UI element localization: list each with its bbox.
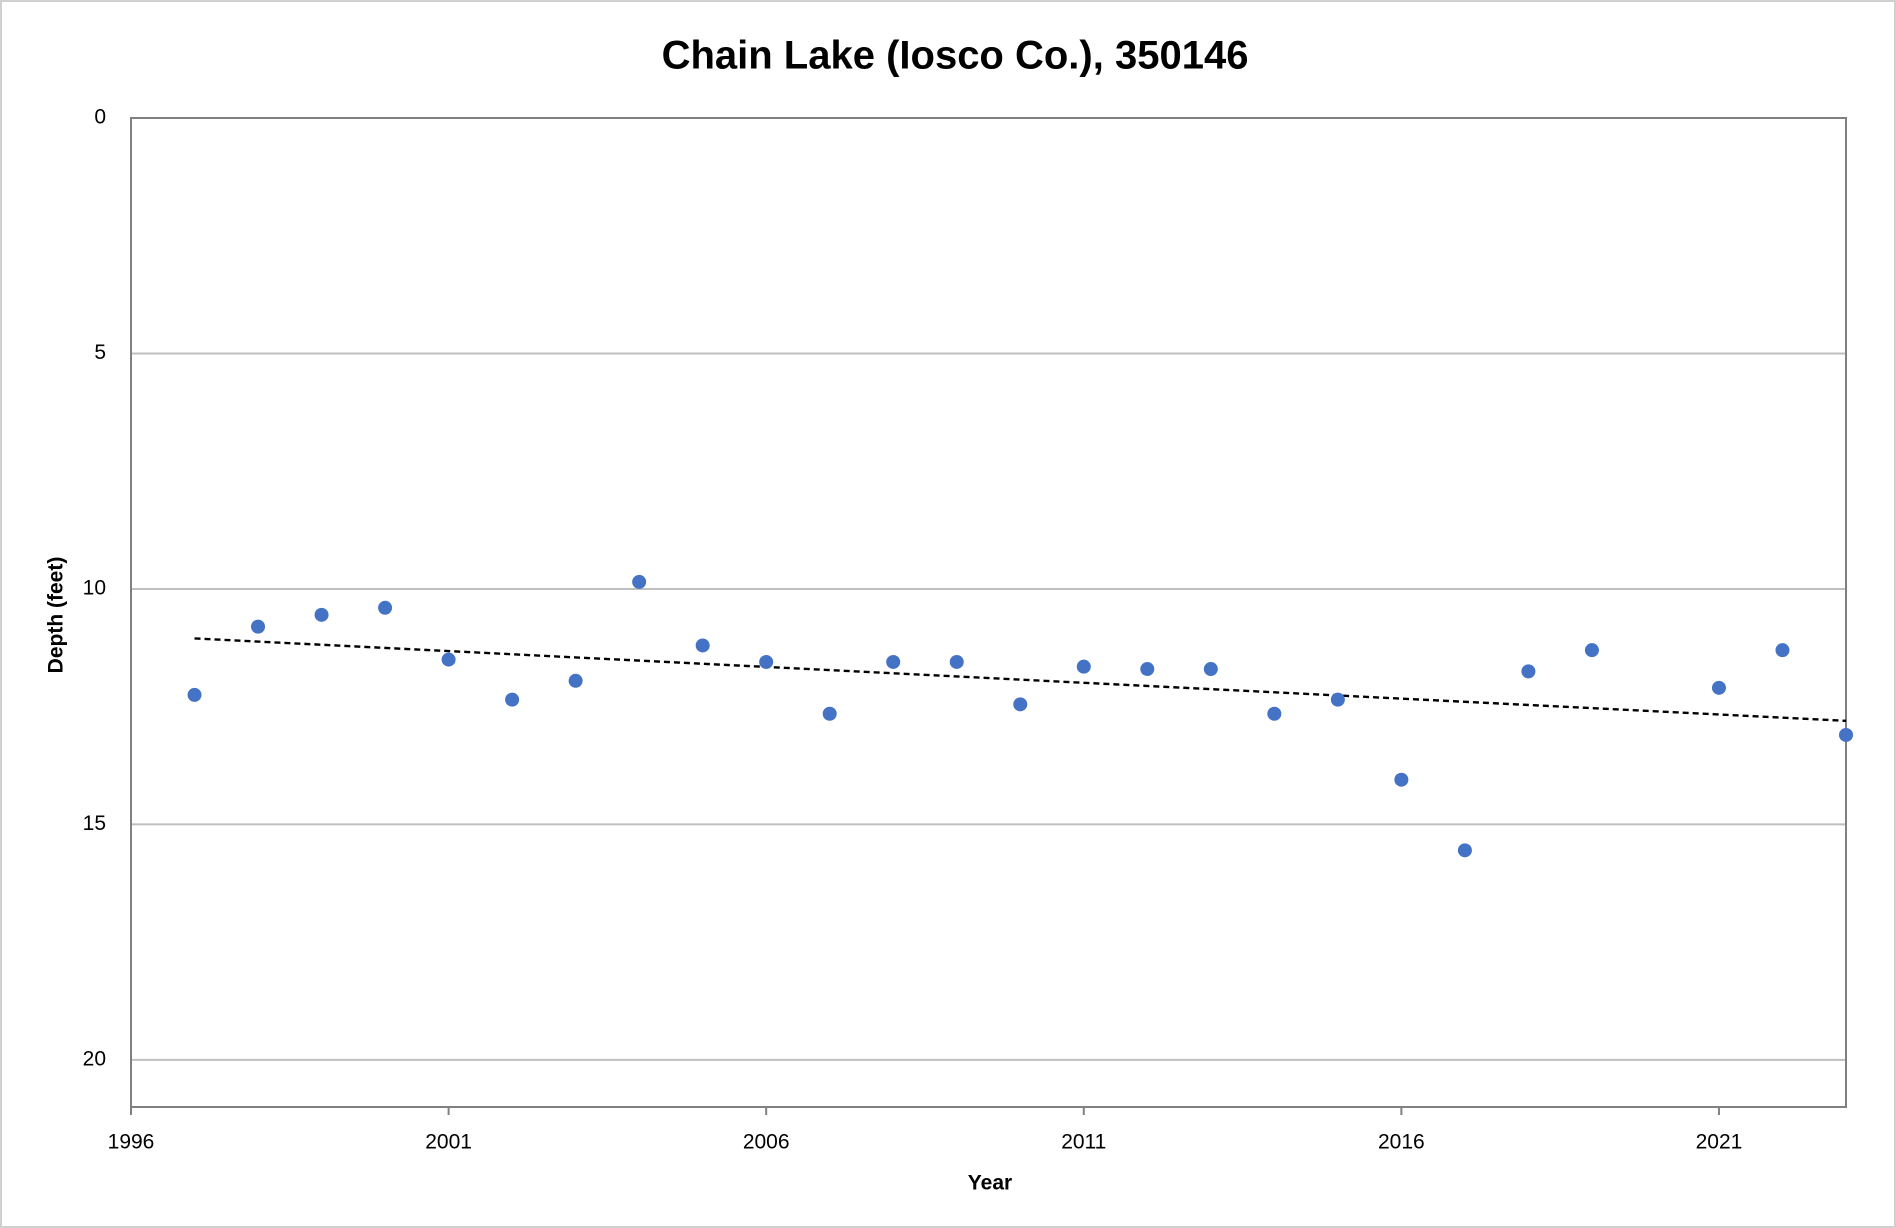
data-point [1140,662,1155,677]
data-point [822,706,837,721]
x-tick-label: 2001 [425,1131,472,1154]
data-point [441,652,456,667]
data-point [1775,643,1790,658]
data-point [1330,692,1345,707]
y-axis-title: Depth (feet) [45,557,68,674]
x-tick-label: 2006 [743,1131,790,1154]
data-point [886,654,901,669]
data-point [314,607,329,622]
y-tick-label: 5 [94,341,106,364]
y-tick-label: 15 [83,812,106,835]
data-point [1394,772,1409,787]
data-point [1457,843,1472,858]
chart-title: Chain Lake (Iosco Co.), 350146 [662,34,1249,78]
data-point [759,654,774,669]
y-tick-label: 20 [83,1047,106,1070]
data-point [1203,662,1218,677]
data-point [632,574,647,589]
x-tick-label: 2021 [1696,1131,1743,1154]
data-point [1521,664,1536,679]
data-point [568,673,583,688]
data-point [1013,697,1028,712]
y-tick-label: 10 [83,576,106,599]
data-point [251,619,266,634]
data-point [187,687,202,702]
x-axis-title: Year [968,1172,1012,1195]
x-tick-label: 2016 [1378,1131,1425,1154]
data-point [1076,659,1091,674]
data-point [1839,727,1853,742]
data-point [378,600,393,615]
x-tick-label: 2011 [1061,1131,1106,1154]
plot-border [130,117,1847,1108]
y-tick-label: 0 [94,106,106,129]
x-tick-label: 1996 [108,1131,155,1154]
data-point [1267,706,1282,721]
data-point [949,654,964,669]
data-point [695,638,710,653]
trendline [194,637,1847,723]
data-point [1711,680,1726,695]
data-point [505,692,520,707]
data-point [1584,643,1599,658]
